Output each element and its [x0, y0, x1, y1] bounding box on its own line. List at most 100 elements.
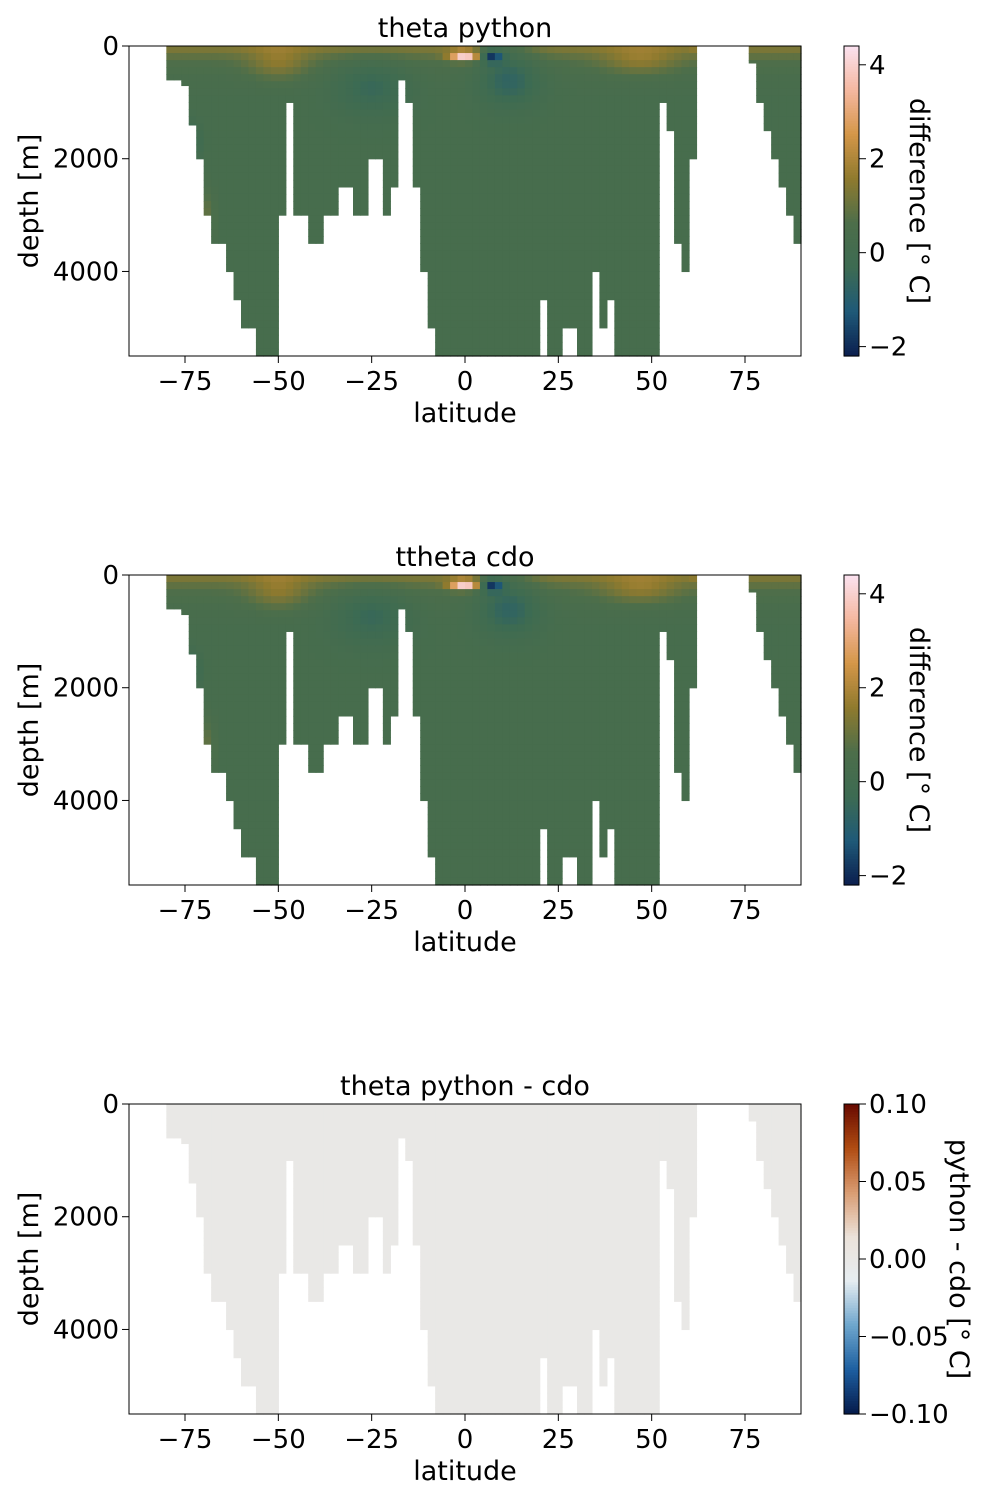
heatmap-cell: [218, 673, 227, 682]
heatmap-cell: [599, 807, 608, 816]
colorbar-swatch: [844, 213, 859, 218]
heatmap-cell: [599, 306, 608, 315]
heatmap-cell: [300, 575, 309, 583]
heatmap-cell: [472, 201, 481, 209]
heatmap-cell: [173, 53, 182, 61]
heatmap-cell: [353, 144, 362, 153]
heatmap-cell: [435, 123, 444, 132]
heatmap-cell: [524, 53, 533, 61]
heatmap-cell: [375, 74, 384, 82]
heatmap-cell: [547, 596, 556, 604]
heatmap-cell: [427, 201, 436, 209]
colorbar-swatch: [844, 657, 859, 661]
heatmap-cell: [502, 666, 511, 675]
heatmap-cell: [562, 807, 571, 816]
heatmap-cell: [465, 130, 474, 139]
heatmap-cell: [621, 680, 630, 689]
heatmap-cell: [255, 807, 264, 816]
heatmap-cell: [651, 285, 660, 294]
heatmap-cell: [427, 575, 436, 583]
heatmap-cell: [517, 81, 526, 89]
heatmap-cell: [532, 856, 541, 865]
heatmap-cell: [338, 610, 347, 618]
heatmap-cell: [390, 123, 399, 132]
heatmap-cell: [211, 46, 220, 54]
heatmap-cell: [255, 144, 264, 153]
heatmap-cell: [420, 229, 429, 237]
heatmap-cell: [248, 102, 257, 111]
heatmap-cell: [614, 793, 623, 802]
heatmap-cell: [502, 575, 511, 583]
heatmap-cell: [353, 60, 362, 68]
heatmap-cell: [517, 243, 526, 251]
heatmap-cell: [226, 116, 235, 125]
y-tick-label: 4000: [53, 257, 119, 287]
heatmap-cell: [420, 751, 429, 759]
heatmap-cell: [606, 88, 615, 96]
heatmap-cell: [457, 772, 466, 780]
heatmap-cell: [487, 215, 496, 223]
heatmap-cell: [360, 81, 369, 89]
heatmap-cell: [591, 582, 600, 590]
heatmap-cell: [644, 856, 653, 865]
heatmap-cell: [435, 624, 444, 632]
heatmap-cell: [621, 744, 630, 752]
heatmap-cell: [479, 624, 488, 632]
heatmap-cell: [300, 596, 309, 604]
heatmap-cell: [674, 744, 683, 752]
heatmap-cell: [270, 201, 279, 209]
heatmap-cell: [793, 186, 802, 195]
heatmap-cell: [636, 877, 645, 886]
heatmap-cell: [793, 67, 802, 75]
heatmap-cell: [248, 130, 257, 139]
heatmap-cell: [793, 88, 802, 96]
heatmap-cell: [285, 589, 294, 597]
heatmap-cell: [412, 575, 421, 583]
heatmap-cell: [397, 60, 406, 68]
heatmap-cell: [494, 264, 503, 273]
heatmap-cell: [450, 821, 459, 830]
heatmap-cell: [233, 229, 242, 237]
heatmap-cell: [584, 596, 593, 604]
heatmap-cell: [524, 271, 533, 280]
heatmap-cell: [457, 610, 466, 618]
heatmap-cell: [584, 835, 593, 844]
heatmap-cell: [539, 715, 548, 724]
heatmap-cell: [457, 327, 466, 336]
heatmap-cell: [427, 779, 436, 787]
heatmap-cell: [233, 814, 242, 823]
heatmap-cell: [360, 179, 369, 188]
colorbar-frame: [843, 45, 860, 357]
heatmap-cell: [524, 793, 533, 802]
heatmap-cell: [226, 137, 235, 146]
heatmap-cell: [554, 701, 563, 710]
heatmap-cell: [494, 835, 503, 844]
heatmap-cell: [524, 603, 533, 611]
heatmap-cell: [674, 116, 683, 125]
heatmap-cell: [562, 701, 571, 710]
heatmap-cell: [300, 617, 309, 625]
heatmap-cell: [494, 694, 503, 703]
heatmap-cell: [539, 165, 548, 174]
colorbar-swatch: [844, 830, 859, 834]
heatmap-cell: [255, 74, 264, 82]
heatmap-cell: [427, 186, 436, 195]
heatmap-cell: [270, 341, 279, 350]
heatmap-cell: [554, 172, 563, 181]
heatmap-cell: [450, 151, 459, 160]
heatmap-cell: [569, 109, 578, 118]
x-tick-label: −50: [251, 367, 306, 397]
heatmap-cell: [457, 130, 466, 139]
heatmap-cell: [450, 130, 459, 139]
heatmap-cell: [591, 109, 600, 118]
heatmap-cell: [599, 144, 608, 153]
heatmap-cell: [599, 582, 608, 590]
heatmap-cell: [360, 737, 369, 745]
heatmap-cell: [614, 758, 623, 766]
heatmap-cell: [793, 666, 802, 675]
heatmap-cell: [450, 179, 459, 188]
heatmap-cell: [591, 193, 600, 202]
heatmap-cell: [629, 257, 638, 266]
heatmap-cell: [659, 589, 668, 597]
colorbar-swatch: [844, 275, 859, 280]
